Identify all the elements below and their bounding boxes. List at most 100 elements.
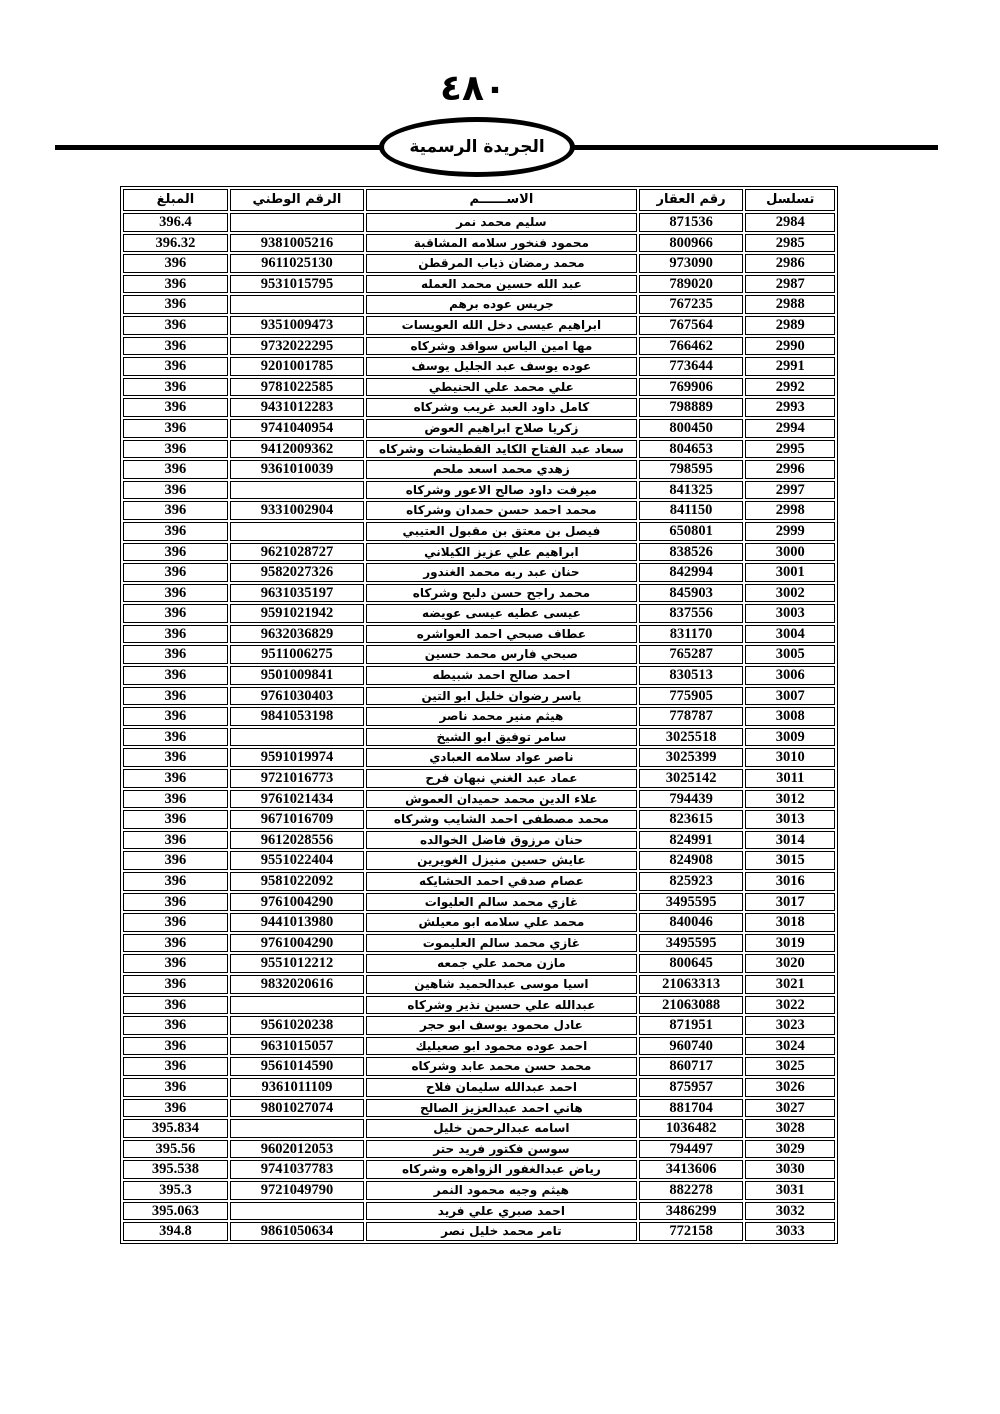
cell-amount: 396 [123,377,228,397]
cell-name: عطاف صبحي احمد العواشره [366,624,637,644]
cell-property-number: 804653 [638,439,744,459]
table-row: 3032 3486299 احمد صبري علي فريد 395.063 [123,1201,835,1221]
table-row: 3029 794497 سوسن فكتور فريد حتر 96020120… [123,1139,835,1159]
table-row: 2995 804653 سعاد عبد الفتاح الكايد القطي… [123,439,835,459]
cell-name: علاء الدين محمد حميدان العموش [366,789,637,809]
table-row: 3003 837556 عيسى عطيه عيسى عويضه 9591021… [123,604,835,623]
cell-national-id: 9732022295 [229,336,365,356]
cell-serial: 3002 [745,583,835,603]
cell-serial: 3028 [745,1119,835,1138]
cell-name: سليم محمد نمر [366,213,637,232]
cell-property-number: 960740 [638,1036,744,1056]
cell-serial: 2993 [745,398,835,417]
cell-serial: 3009 [745,727,835,747]
cell-property-number: 842994 [638,563,744,582]
cell-amount: 395.56 [123,1139,228,1159]
table-row: 3033 772158 تامر محمد خليل نصر 986105063… [123,1222,835,1241]
cell-amount: 396 [123,336,228,356]
cell-national-id: 9531015795 [229,274,365,294]
cell-property-number: 769906 [638,377,744,397]
cell-amount: 395.834 [123,1119,228,1138]
cell-name: هاني احمد عبدالعزيز الصالح [366,1098,637,1118]
cell-property-number: 772158 [638,1222,744,1241]
cell-property-number: 794497 [638,1139,744,1159]
records-table: تسلسل رقم العقار الاســــــم الرقم الوطن… [120,186,838,1244]
cell-serial: 3003 [745,604,835,623]
page-number: ٤٨٠ [440,68,506,109]
cell-amount: 396 [123,521,228,541]
cell-serial: 3017 [745,892,835,912]
cell-property-number: 841150 [638,501,744,520]
table-row: 3021 21063313 اسيا موسى عبدالحميد شاهين … [123,974,835,994]
cell-property-number: 21063313 [638,974,744,994]
cell-amount: 395.538 [123,1160,228,1179]
cell-serial: 3013 [745,810,835,829]
header-name: الاســــــم [366,189,637,211]
cell-amount: 396 [123,398,228,417]
cell-serial: 2994 [745,418,835,438]
table-row: 3026 875957 احمد عبدالله سليمان فلاح 936… [123,1077,835,1097]
cell-property-number: 3025142 [638,769,744,788]
cell-national-id: 9861050634 [229,1222,365,1241]
cell-serial: 2995 [745,439,835,459]
cell-property-number: 3495595 [638,933,744,953]
table-row: 3027 881704 هاني احمد عبدالعزيز الصالح 9… [123,1098,835,1118]
table-row: 3020 800645 مازن محمد علي جمعه 955101221… [123,954,835,973]
cell-name: مها امين الياس سواقد وشركاه [366,336,637,356]
table-row: 2994 800450 زكريا صلاح ابراهيم العوض 974… [123,418,835,438]
cell-amount: 396.4 [123,213,228,232]
cell-serial: 3007 [745,686,835,706]
cell-property-number: 650801 [638,521,744,541]
cell-name: فيصل بن معتق بن مقبول العتيبي [366,521,637,541]
cell-name: كامل داود العبد غريب وشركاه [366,398,637,417]
cell-serial: 2989 [745,315,835,335]
cell-property-number: 798595 [638,460,744,479]
cell-national-id: 9832020616 [229,974,365,994]
cell-name: محمد مصطفى احمد الشايب وشركاه [366,810,637,829]
table-row: 3006 830513 احمد صالح احمد شبيطه 9501009… [123,666,835,685]
table-row: 3030 3413606 رياض عبدالغفور الزواهره وشر… [123,1160,835,1179]
cell-amount: 395.3 [123,1180,228,1200]
cell-amount: 396 [123,1098,228,1118]
cell-name: اسامه عبدالرحمن خليل [366,1119,637,1138]
table-row: 3002 845903 محمد راجح حسن دلبح وشركاه 96… [123,583,835,603]
cell-property-number: 830513 [638,666,744,685]
cell-name: عماد عبد الغني نبهان فرح [366,769,637,788]
table-row: 3024 960740 احمد عوده محمود ابو صعيليك 9… [123,1036,835,1056]
cell-national-id [229,727,365,747]
cell-property-number: 767235 [638,295,744,314]
cell-property-number: 1036482 [638,1119,744,1138]
cell-serial: 2986 [745,254,835,273]
table-row: 3016 825923 عصام صدقي احمد الحشايكه 9581… [123,872,835,891]
cell-amount: 396 [123,872,228,891]
cell-amount: 396 [123,727,228,747]
header-property-number: رقم العقار [638,189,744,211]
cell-name: عبد الله حسين محمد العمله [366,274,637,294]
cell-amount: 396 [123,501,228,520]
cell-national-id [229,1119,365,1138]
cell-property-number: 798889 [638,398,744,417]
cell-name: احمد عبدالله سليمان فلاح [366,1077,637,1097]
cell-amount: 396 [123,624,228,644]
table-row: 3015 824908 عايش حسين منيزل الغويرين 955… [123,851,835,870]
cell-serial: 2992 [745,377,835,397]
table-row: 3025 860717 محمد حسن محمد عابد وشركاه 95… [123,1057,835,1076]
cell-serial: 3030 [745,1160,835,1179]
cell-serial: 2987 [745,274,835,294]
cell-name: ميرفت داود صالح الاعور وشركاه [366,480,637,500]
cell-property-number: 800966 [638,233,744,253]
cell-national-id [229,480,365,500]
table-row: 3001 842994 حنان عبد ربه محمد الغندور 95… [123,563,835,582]
cell-name: عيسى عطيه عيسى عويضه [366,604,637,623]
cell-amount: 396 [123,913,228,932]
cell-national-id [229,295,365,314]
cell-serial: 3011 [745,769,835,788]
cell-serial: 3022 [745,995,835,1015]
cell-property-number: 766462 [638,336,744,356]
table-row: 2988 767235 جريس عوده برهم 396 [123,295,835,314]
cell-national-id: 9761004290 [229,892,365,912]
table-row: 2993 798889 كامل داود العبد غريب وشركاه … [123,398,835,417]
cell-property-number: 860717 [638,1057,744,1076]
cell-amount: 396 [123,439,228,459]
cell-national-id: 9721016773 [229,769,365,788]
